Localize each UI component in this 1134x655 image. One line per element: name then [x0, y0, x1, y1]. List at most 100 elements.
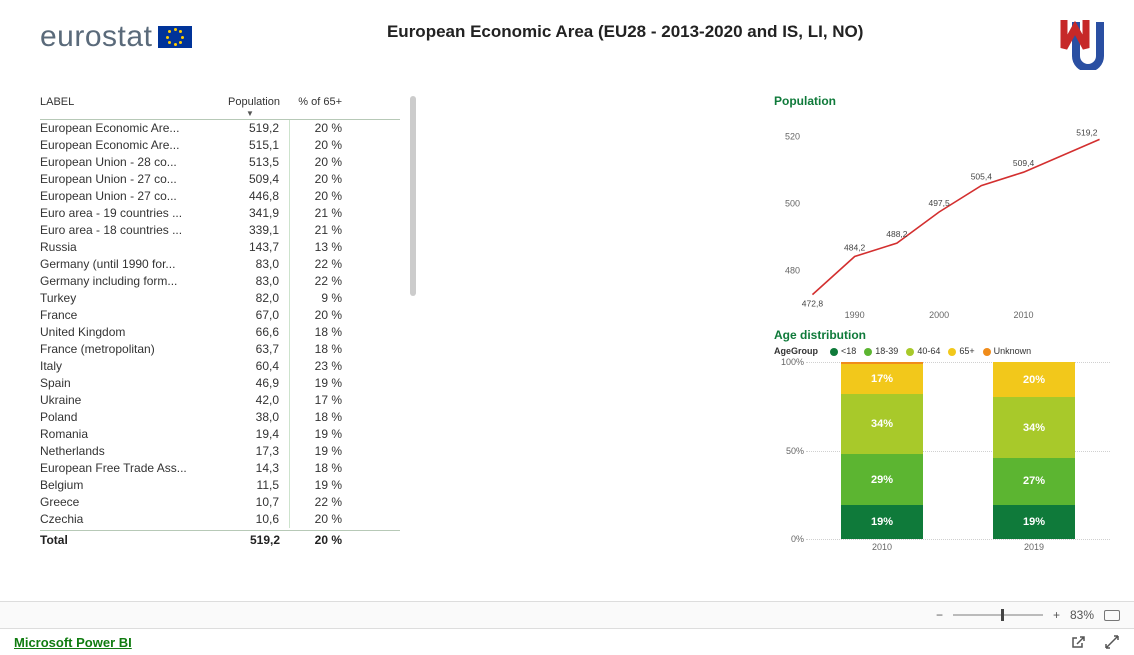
- cell-pct65: 19 %: [290, 477, 350, 494]
- age-stacked-bar-chart[interactable]: 0%50%100% 19%29%34%17%201019%27%34%20%20…: [774, 362, 1114, 557]
- cell-population: 38,0: [220, 409, 290, 426]
- table-row[interactable]: Belgium11,519 %: [40, 477, 400, 494]
- cell-population: 83,0: [220, 273, 290, 290]
- cell-population: 519,2: [220, 120, 290, 137]
- age-bar[interactable]: 19%27%34%20%2019: [993, 362, 1075, 539]
- svg-text:509,4: 509,4: [1013, 158, 1035, 168]
- cell-population: 46,9: [220, 375, 290, 392]
- cell-label: Czechia: [40, 511, 220, 528]
- table-row[interactable]: Euro area - 18 countries ...339,121 %: [40, 222, 400, 239]
- table-row[interactable]: Germany including form...83,022 %: [40, 273, 400, 290]
- cell-pct65: 23 %: [290, 358, 350, 375]
- fullscreen-icon[interactable]: [1104, 634, 1120, 650]
- table-row[interactable]: Romania19,419 %: [40, 426, 400, 443]
- age-legend-title: AgeGroup: [774, 346, 818, 356]
- cell-label: Euro area - 18 countries ...: [40, 222, 220, 239]
- legend-item[interactable]: <18: [830, 346, 856, 356]
- cell-label: Turkey: [40, 290, 220, 307]
- table-row[interactable]: Turkey82,09 %: [40, 290, 400, 307]
- table-row[interactable]: European Free Trade Ass...14,318 %: [40, 460, 400, 477]
- cell-population: 19,4: [220, 426, 290, 443]
- col-header-population-text: Population: [228, 96, 280, 108]
- table-row[interactable]: Russia143,713 %: [40, 239, 400, 256]
- cell-label: European Union - 28 co...: [40, 154, 220, 171]
- col-header-pct65[interactable]: % of 65+: [290, 94, 350, 117]
- content-row: LABEL Population ▼ % of 65+ European Eco…: [40, 94, 1114, 594]
- table-row[interactable]: Czechia10,620 %: [40, 511, 400, 528]
- cell-population: 14,3: [220, 460, 290, 477]
- age-bar-segment: 34%: [993, 397, 1075, 457]
- table-row[interactable]: France67,020 %: [40, 307, 400, 324]
- cell-population: 341,9: [220, 205, 290, 222]
- table-scrollbar[interactable]: [410, 96, 416, 296]
- table-row[interactable]: Netherlands17,319 %: [40, 443, 400, 460]
- zoom-slider[interactable]: [953, 614, 1043, 616]
- table-row[interactable]: European Union - 27 co...446,820 %: [40, 188, 400, 205]
- table-row[interactable]: Spain46,919 %: [40, 375, 400, 392]
- eurostat-wordmark: eurostat: [40, 20, 152, 54]
- cell-population: 10,7: [220, 494, 290, 511]
- table-row[interactable]: Italy60,423 %: [40, 358, 400, 375]
- col-header-population[interactable]: Population ▼: [220, 94, 290, 117]
- svg-text:472,8: 472,8: [802, 299, 824, 309]
- table-row[interactable]: European Union - 28 co...513,520 %: [40, 154, 400, 171]
- cell-label: Germany including form...: [40, 273, 220, 290]
- cell-label: Ukraine: [40, 392, 220, 409]
- svg-text:484,2: 484,2: [844, 242, 866, 252]
- cell-population: 513,5: [220, 154, 290, 171]
- cell-pct65: 13 %: [290, 239, 350, 256]
- cell-population: 82,0: [220, 290, 290, 307]
- zoom-slider-thumb[interactable]: [1001, 609, 1004, 621]
- table-row[interactable]: European Economic Are...515,120 %: [40, 137, 400, 154]
- svg-text:480: 480: [785, 266, 800, 276]
- age-bar-segment: 19%: [841, 505, 923, 539]
- col-header-label[interactable]: LABEL: [40, 94, 220, 117]
- zoom-out-button[interactable]: −: [936, 608, 943, 622]
- cell-population: 17,3: [220, 443, 290, 460]
- age-chart-legend[interactable]: AgeGroup <18 18-39 40-64 65+ Unknown: [774, 346, 1114, 356]
- legend-item[interactable]: Unknown: [983, 346, 1032, 356]
- legend-label: 18-39: [875, 346, 898, 356]
- table-row[interactable]: Germany (until 1990 for...83,022 %: [40, 256, 400, 273]
- table-row[interactable]: France (metropolitan)63,718 %: [40, 341, 400, 358]
- cell-pct65: 20 %: [290, 188, 350, 205]
- table-row[interactable]: Euro area - 19 countries ...341,921 %: [40, 205, 400, 222]
- cell-label: European Economic Are...: [40, 120, 220, 137]
- table-row[interactable]: Ukraine42,017 %: [40, 392, 400, 409]
- svg-text:2010: 2010: [1014, 310, 1034, 320]
- table-row[interactable]: Greece10,722 %: [40, 494, 400, 511]
- table-row[interactable]: United Kingdom66,618 %: [40, 324, 400, 341]
- share-icon[interactable]: [1070, 634, 1086, 650]
- legend-item[interactable]: 40-64: [906, 346, 940, 356]
- population-chart-title: Population: [774, 94, 1114, 108]
- table-row[interactable]: Poland38,018 %: [40, 409, 400, 426]
- cell-label: Euro area - 19 countries ...: [40, 205, 220, 222]
- cell-label: Poland: [40, 409, 220, 426]
- table-row[interactable]: European Economic Are...519,220 %: [40, 120, 400, 137]
- cell-pct65: 22 %: [290, 494, 350, 511]
- cell-label: Italy: [40, 358, 220, 375]
- age-bar[interactable]: 19%29%34%17%2010: [841, 362, 923, 539]
- cell-label: Russia: [40, 239, 220, 256]
- cell-pct65: 17 %: [290, 392, 350, 409]
- table-header-row[interactable]: LABEL Population ▼ % of 65+: [40, 94, 400, 120]
- svg-text:488,2: 488,2: [886, 229, 908, 239]
- legend-item[interactable]: 65+: [948, 346, 974, 356]
- population-line-chart[interactable]: 480500520199020002010472,8484,2488,2497,…: [774, 112, 1114, 322]
- table-body[interactable]: European Economic Are...519,220 %Europea…: [40, 120, 400, 528]
- age-bar-segment: 29%: [841, 454, 923, 505]
- table-row[interactable]: European Union - 27 co...509,420 %: [40, 171, 400, 188]
- fit-to-page-icon[interactable]: [1104, 610, 1120, 621]
- cell-pct65: 9 %: [290, 290, 350, 307]
- table-total-row: Total 519,2 20 %: [40, 530, 400, 549]
- powerbi-link[interactable]: Microsoft Power BI: [14, 635, 132, 650]
- population-table[interactable]: LABEL Population ▼ % of 65+ European Eco…: [40, 94, 400, 594]
- cell-population: 515,1: [220, 137, 290, 154]
- page-title: European Economic Area (EU28 - 2013-2020…: [192, 22, 1058, 42]
- legend-item[interactable]: 18-39: [864, 346, 898, 356]
- cell-population: 11,5: [220, 477, 290, 494]
- cell-pct65: 19 %: [290, 443, 350, 460]
- legend-swatch-icon: [906, 348, 914, 356]
- zoom-in-button[interactable]: +: [1053, 608, 1060, 622]
- legend-swatch-icon: [864, 348, 872, 356]
